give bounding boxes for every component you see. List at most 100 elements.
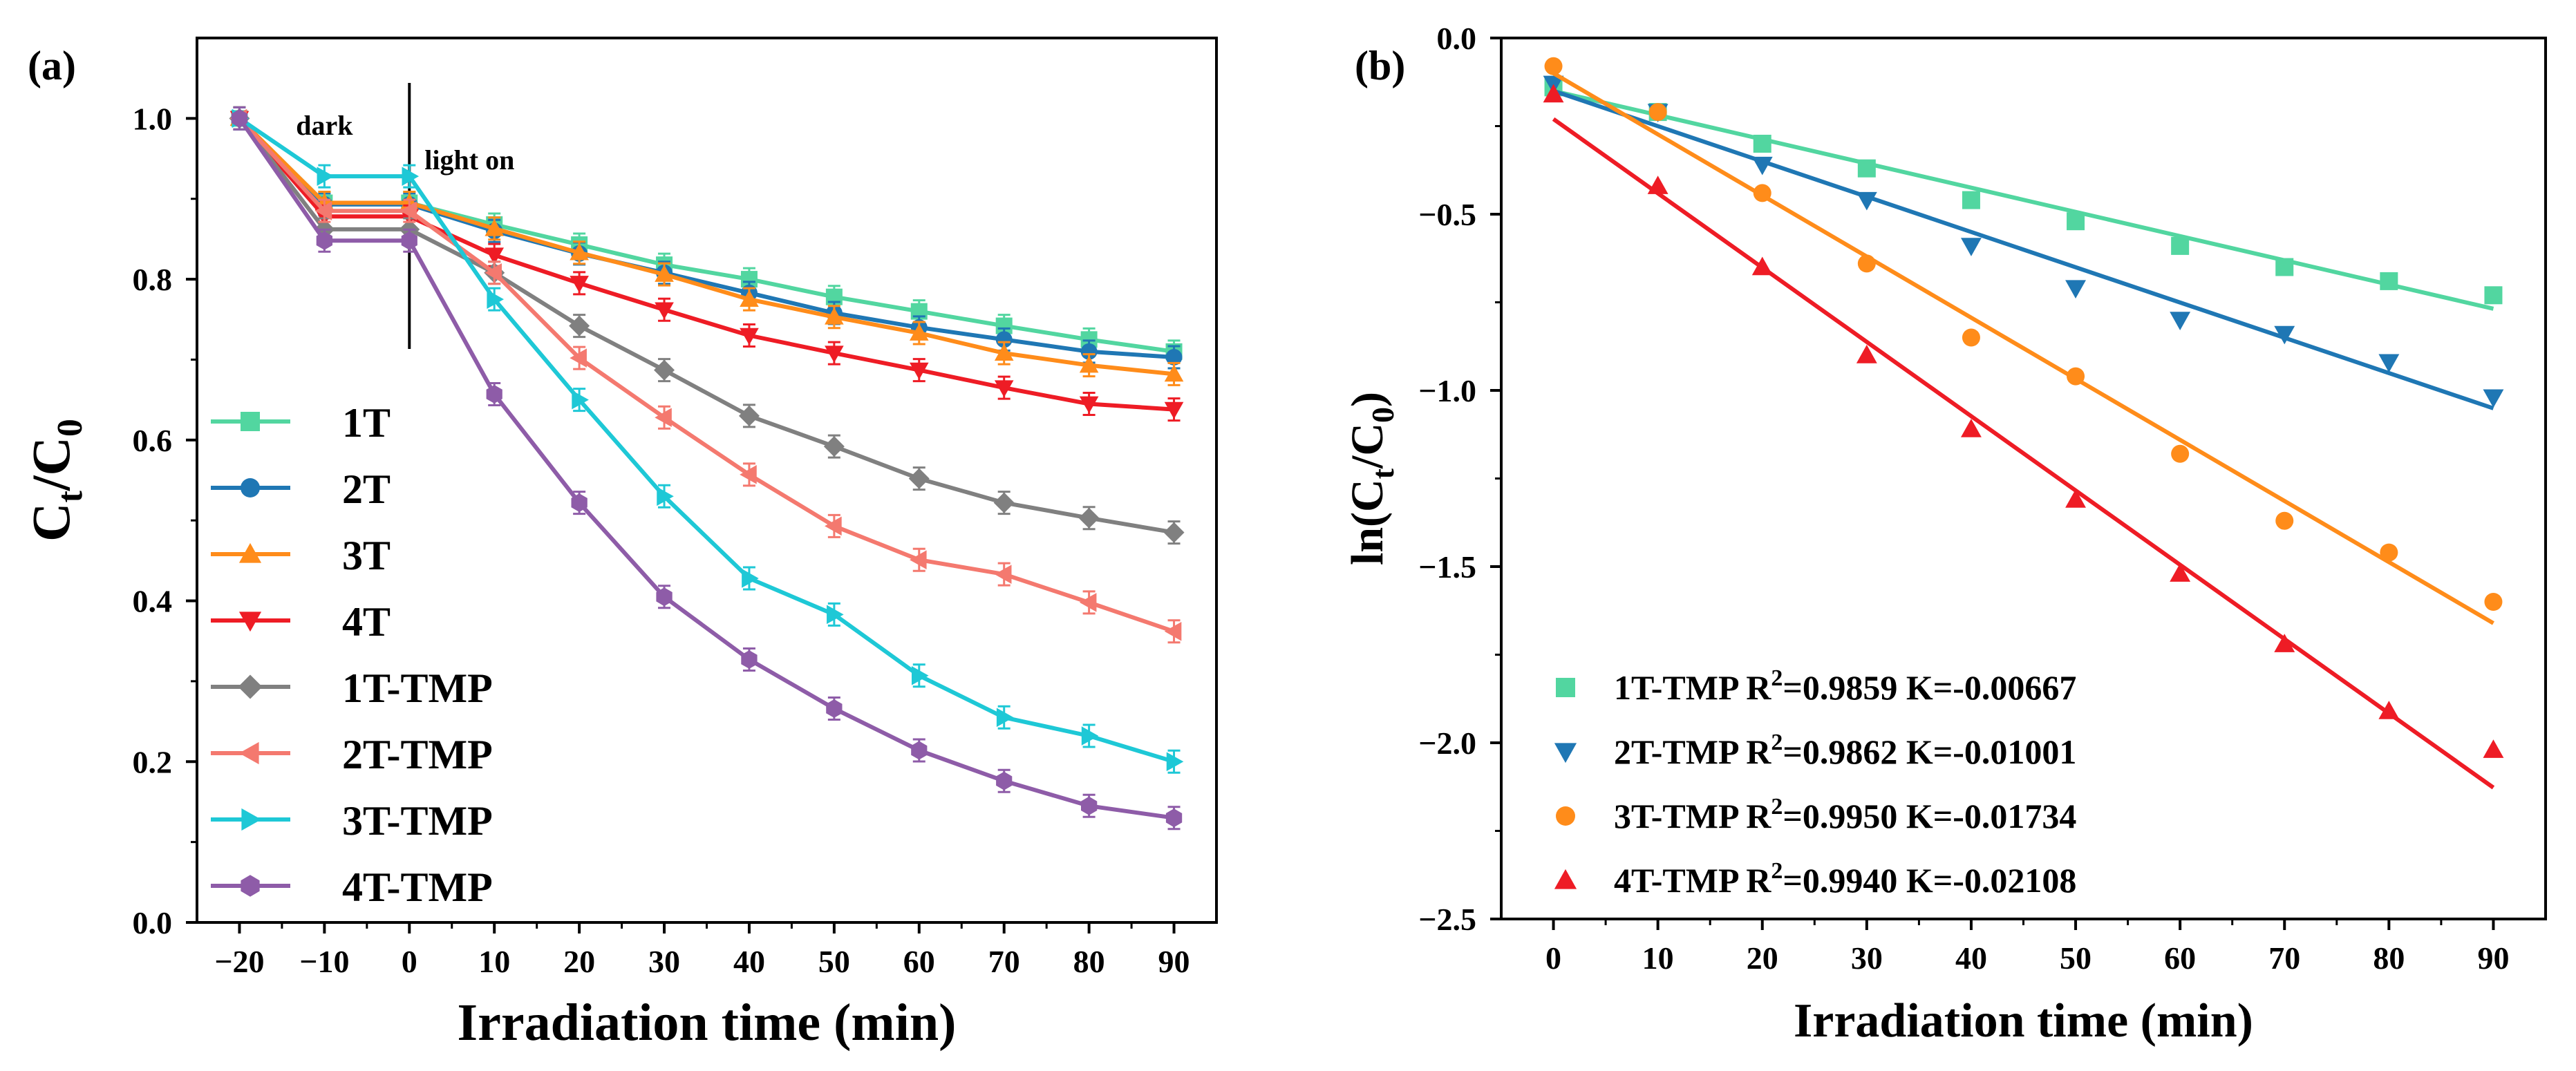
data-point-4T-TMP [1961, 419, 1982, 437]
data-point-3T [485, 218, 505, 236]
data-point-3T-TMP [1081, 726, 1099, 746]
data-point-3T [825, 307, 844, 325]
x-tick-label-a: 10 [478, 944, 510, 979]
data-point-3T-TMP [2171, 444, 2190, 463]
data-point-1T-TMP [654, 359, 675, 381]
legend-marker-3T-TMP [1556, 806, 1575, 826]
y-tick-label-b: 0.0 [1437, 21, 1477, 56]
x-tick-label-b: 90 [2477, 940, 2509, 976]
data-point-4T-TMP [1543, 84, 1564, 103]
data-point-1T-TMP [2484, 286, 2503, 305]
data-point-4T-TMP [571, 493, 587, 512]
data-point-3T-TMP [996, 708, 1014, 728]
panel-label-a: (a) [28, 43, 76, 88]
x-tick-label-a: 40 [733, 944, 765, 979]
x-tick-label-b: 40 [1955, 940, 1987, 976]
data-point-3T-TMP [572, 390, 589, 410]
annotation-dark: dark [296, 110, 353, 141]
y-axis-title-part-b: ) [1342, 392, 1393, 407]
y-tick-label-a: 0.4 [133, 584, 173, 619]
legend-superscript: 2 [1771, 665, 1783, 691]
x-tick-label-b: 50 [2060, 940, 2091, 976]
data-point-3T-TMP [1962, 328, 1980, 347]
data-point-4T-TMP [826, 699, 843, 718]
legend-marker-1T-TMP [1556, 678, 1575, 697]
annotation-light-on: light on [424, 144, 514, 176]
y-tick-label-b: −1.5 [1418, 549, 1476, 585]
legend-label-3T-TMP: 3T-TMP [342, 798, 493, 844]
x-tick-label-b: 70 [2268, 940, 2300, 976]
data-point-3T-TMP [911, 665, 929, 685]
series-line-1T-TMP [238, 117, 1175, 535]
y-tick-label-a: 0.6 [133, 423, 173, 458]
fit-line-3T-TMP [1552, 71, 2494, 625]
data-point-4T [570, 276, 589, 293]
data-point-2T-TMP [314, 201, 332, 220]
data-point-4T-TMP [2378, 701, 2400, 719]
data-point-2T-TMP [485, 263, 502, 283]
data-point-4T-TMP [911, 741, 928, 760]
legend-marker-1T-TMP [238, 674, 263, 699]
legend-label-3T: 3T [342, 533, 391, 578]
data-point-1T-TMP [1857, 159, 1876, 178]
data-point-1T-TMP [2067, 212, 2085, 231]
data-point-2T-TMP [994, 565, 1012, 584]
legend-prefix: 3T-TMP R [1614, 797, 1771, 835]
data-point-4T [485, 247, 505, 265]
x-tick-label-b: 60 [2164, 940, 2196, 976]
y-axis-title-part-b: ln(C [1342, 479, 1393, 565]
legend-marker-2T [241, 478, 260, 497]
x-tick-label-a: 70 [988, 944, 1020, 979]
data-point-1T-TMP [569, 315, 590, 337]
data-point-2T-TMP [2065, 280, 2086, 299]
data-point-3T [1164, 364, 1184, 382]
data-point-3T [909, 323, 929, 341]
y-tick-label-b: −0.5 [1418, 197, 1476, 232]
data-point-2T-TMP [1079, 593, 1097, 612]
legend-prefix: 4T-TMP R [1614, 861, 1771, 900]
legend-suffix: =0.9862 K=-0.01001 [1783, 732, 2076, 771]
data-point-3T-TMP [1648, 103, 1667, 122]
data-point-4T [994, 380, 1014, 397]
data-point-4T [655, 302, 674, 320]
data-point-2T-TMP [399, 201, 417, 220]
data-point-3T-TMP [1857, 254, 1876, 273]
x-tick-label-a: 60 [903, 944, 935, 979]
y-tick-label-a: 1.0 [133, 101, 173, 136]
legend-marker-2T-TMP [238, 741, 259, 765]
data-point-3T-TMP [2067, 367, 2085, 386]
legend-suffix: =0.9940 K=-0.02108 [1783, 861, 2076, 900]
legend-marker-4T-TMP [241, 875, 260, 897]
data-point-3T-TMP [1166, 752, 1184, 772]
data-point-3T-TMP [402, 167, 420, 186]
legend-label-2T-TMP: 2T-TMP R2=0.9862 K=-0.01001 [1614, 730, 2076, 771]
data-point-4T [909, 362, 929, 380]
data-point-2T [1080, 343, 1098, 360]
y-tick-label-a: 0.8 [133, 262, 173, 297]
data-point-4T-TMP [1165, 808, 1183, 828]
series-line-2T-TMP [238, 117, 1175, 634]
data-point-4T-TMP [2274, 634, 2295, 652]
fit-line-2T-TMP [1552, 88, 2494, 410]
legend-superscript: 2 [1771, 858, 1783, 884]
data-point-1T-TMP [2171, 236, 2190, 255]
y-axis-title-part-b: /C [1342, 423, 1393, 469]
legend-marker-2T-TMP [1554, 743, 1577, 764]
data-point-1T-TMP [1962, 191, 1980, 209]
data-point-4T [1164, 401, 1184, 419]
data-point-4T-TMP [1856, 345, 1877, 363]
legend-superscript: 2 [1771, 794, 1783, 819]
x-tick-label-b: 10 [1642, 940, 1674, 976]
legend-marker-3T-TMP [241, 808, 262, 831]
data-point-2T-TMP [909, 550, 927, 569]
x-axis-title-b: Irradiation time (min) [1794, 994, 2253, 1048]
data-point-1T-TMP [1163, 522, 1185, 543]
y-tick-label-b: −2.5 [1418, 902, 1476, 937]
x-tick-label-a: 20 [563, 944, 595, 979]
data-point-4T-TMP [401, 231, 417, 250]
y-tick-label-a: 0.0 [133, 905, 173, 940]
data-point-4T-TMP [2483, 739, 2504, 758]
data-point-4T-TMP [2170, 563, 2191, 582]
data-point-3T-TMP [1753, 184, 1771, 202]
